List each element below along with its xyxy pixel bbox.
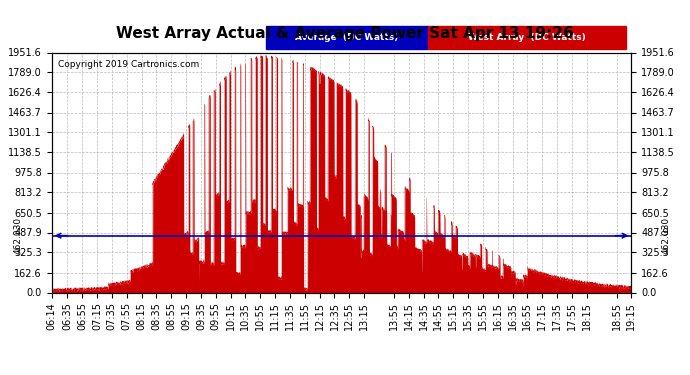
Text: 462.030: 462.030 (14, 217, 23, 254)
Text: West Array  (DC Watts): West Array (DC Watts) (468, 33, 586, 42)
Bar (266, 26, 428, 49)
Text: 462.030: 462.030 (662, 217, 671, 254)
Text: Copyright 2019 Cartronics.com: Copyright 2019 Cartronics.com (57, 60, 199, 69)
Text: West Array Actual & Average Power Sat Apr 13 19:26: West Array Actual & Average Power Sat Ap… (116, 26, 574, 41)
Bar (428, 26, 626, 49)
Text: Average  (DC Watts): Average (DC Watts) (295, 33, 399, 42)
